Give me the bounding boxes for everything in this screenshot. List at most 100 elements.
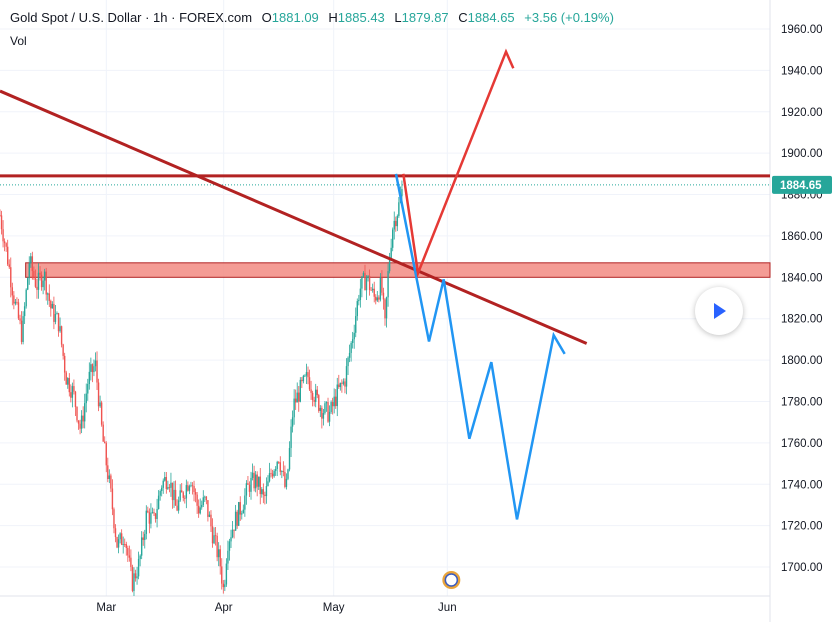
candle-body bbox=[385, 297, 388, 319]
candle-body bbox=[265, 486, 268, 497]
bearish-scenario-path bbox=[394, 173, 566, 520]
candle bbox=[202, 490, 204, 508]
candle bbox=[91, 363, 94, 383]
candle bbox=[139, 554, 141, 567]
candle-body bbox=[319, 407, 322, 411]
candle-body bbox=[120, 533, 123, 545]
candle bbox=[355, 307, 357, 338]
candle-body bbox=[328, 412, 331, 422]
candle-body bbox=[139, 555, 141, 559]
candle-body bbox=[274, 468, 277, 471]
candle-body bbox=[134, 573, 137, 579]
volume-label[interactable]: Vol bbox=[10, 34, 27, 48]
candle-body bbox=[111, 488, 114, 510]
candle bbox=[177, 496, 180, 514]
candle bbox=[265, 477, 268, 504]
candle bbox=[296, 382, 298, 403]
y-tick-label: 1820.00 bbox=[781, 314, 823, 326]
candle-body bbox=[31, 256, 34, 272]
candle-body bbox=[350, 342, 352, 353]
candle-body bbox=[308, 377, 311, 390]
candle bbox=[301, 376, 303, 389]
candle-body bbox=[299, 379, 301, 402]
bullish-scenario-path bbox=[402, 48, 515, 278]
candle bbox=[231, 520, 234, 539]
candle bbox=[267, 475, 269, 487]
candle-body bbox=[3, 241, 6, 244]
candle bbox=[302, 374, 305, 384]
candle bbox=[88, 362, 91, 390]
candle-body bbox=[74, 391, 77, 407]
candle bbox=[284, 465, 286, 489]
candle-body bbox=[217, 549, 220, 558]
candle bbox=[219, 545, 221, 575]
candle bbox=[251, 463, 254, 481]
candle-body bbox=[264, 494, 266, 497]
candle-body bbox=[331, 402, 334, 407]
candle bbox=[184, 495, 186, 504]
candle bbox=[274, 466, 277, 476]
candle bbox=[233, 529, 235, 539]
candle-body bbox=[128, 555, 131, 558]
candle-body bbox=[313, 399, 315, 402]
candle-body bbox=[48, 293, 50, 301]
candle-body bbox=[302, 375, 305, 382]
candle-body bbox=[71, 386, 74, 398]
low-label: L bbox=[394, 10, 402, 25]
y-tick-label: 1940.00 bbox=[781, 65, 823, 77]
y-tick-label: 1900.00 bbox=[781, 148, 823, 160]
candle bbox=[210, 510, 212, 533]
candle bbox=[353, 324, 355, 349]
candle bbox=[244, 488, 246, 517]
candle bbox=[335, 389, 337, 409]
candle bbox=[110, 473, 112, 493]
candle-body bbox=[390, 247, 392, 259]
candle bbox=[208, 511, 211, 518]
candle bbox=[28, 256, 30, 285]
candle-body bbox=[190, 485, 192, 487]
candle bbox=[287, 468, 289, 481]
candle-body bbox=[296, 392, 298, 403]
candle bbox=[256, 471, 258, 497]
candle-body bbox=[358, 299, 360, 302]
candle bbox=[107, 457, 109, 483]
candle bbox=[82, 406, 84, 429]
candle bbox=[293, 389, 295, 425]
candle-body bbox=[36, 286, 38, 290]
candle bbox=[310, 380, 312, 400]
candle bbox=[7, 239, 9, 267]
candle-body bbox=[0, 215, 3, 230]
candle-body bbox=[239, 502, 241, 515]
candle bbox=[367, 274, 369, 282]
candle-body bbox=[282, 471, 285, 473]
candle-body bbox=[50, 300, 52, 309]
candle bbox=[33, 266, 35, 280]
candle-body bbox=[34, 277, 37, 287]
candle bbox=[345, 358, 348, 395]
candle bbox=[144, 529, 146, 549]
replay-button[interactable] bbox=[695, 287, 743, 335]
candle-body bbox=[345, 366, 348, 387]
candle-body bbox=[156, 509, 158, 519]
candle-body bbox=[0, 215, 1, 217]
candle-body bbox=[361, 276, 363, 289]
candle bbox=[30, 252, 32, 268]
candle-body bbox=[287, 469, 289, 479]
candle-body bbox=[367, 275, 369, 279]
candle-body bbox=[133, 573, 135, 591]
candle-body bbox=[60, 326, 63, 345]
candle bbox=[134, 569, 137, 582]
candle bbox=[59, 317, 61, 333]
candle bbox=[318, 393, 320, 413]
candle bbox=[179, 484, 181, 502]
candle-body bbox=[2, 229, 4, 242]
candle-body bbox=[124, 544, 126, 545]
candle bbox=[45, 267, 47, 301]
candle-body bbox=[376, 297, 378, 301]
candle bbox=[102, 421, 104, 442]
candle bbox=[276, 460, 278, 477]
candle bbox=[291, 410, 294, 433]
candle-body bbox=[234, 511, 237, 531]
candle-body bbox=[13, 295, 15, 304]
